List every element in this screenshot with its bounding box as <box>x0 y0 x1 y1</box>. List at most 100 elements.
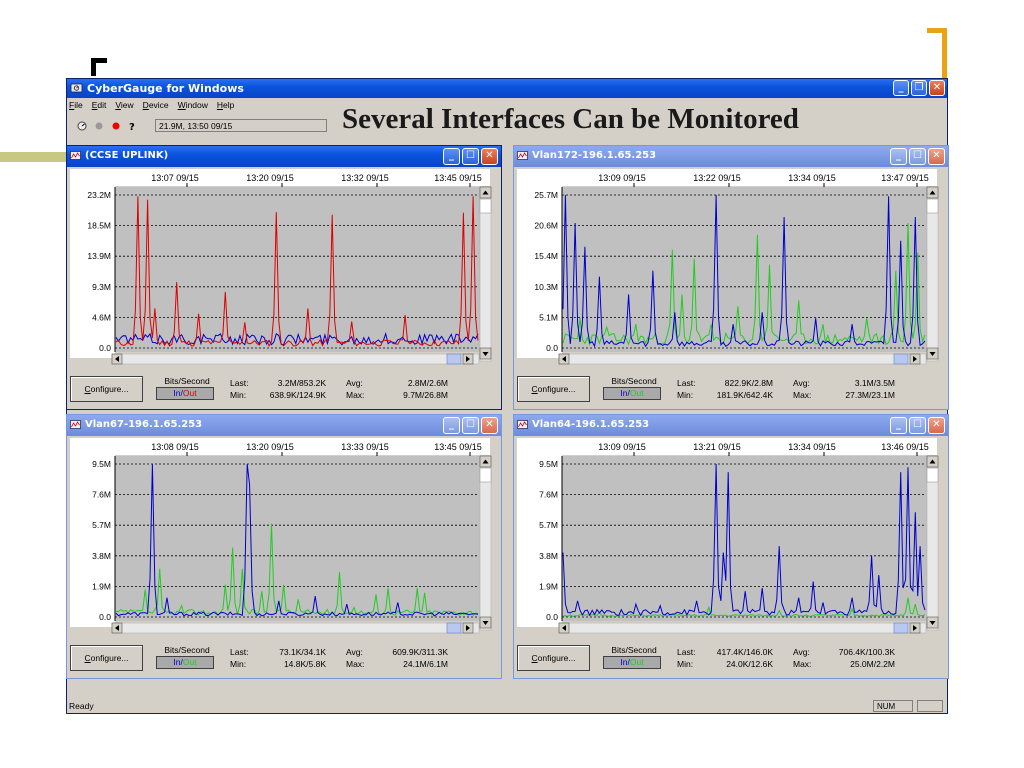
time-label: 13:45 09/15 <box>434 442 482 452</box>
out-label: Out <box>629 657 644 667</box>
horizontal-scroll-thumb[interactable] <box>446 353 462 365</box>
max-label: Max: <box>793 390 812 400</box>
cybergauge-app-icon <box>70 83 83 93</box>
graph-window-1[interactable]: (CCSE UPLINK) _ ☐ ✕ 13:07 09/15 13:20 09/… <box>66 145 502 410</box>
graph-window-title: Vlan64-196.1.65.253 <box>532 419 650 430</box>
last-value: 417.4K/146.0K <box>716 647 773 657</box>
y-tick-label: 0.0 <box>546 612 558 622</box>
horizontal-scrollbar[interactable] <box>111 353 480 365</box>
menu-device[interactable]: Device <box>142 100 169 110</box>
close-graph-button[interactable]: ✕ <box>928 417 945 434</box>
close-app-button[interactable]: ✕ <box>929 80 945 96</box>
horizontal-scrollbar[interactable] <box>558 353 927 365</box>
traffic-graph: 13:07 09/15 13:20 09/15 13:32 09/15 13:45 0… <box>70 169 492 365</box>
graph-stats-panel: Configure... Bits/Second In/Out Last: 3.… <box>70 374 498 406</box>
last-value: 3.2M/853.2K <box>277 378 326 388</box>
graph-window-4[interactable]: Vlan64-196.1.65.253 _ ☐ ✕ 13:09 09/15 13:… <box>513 414 949 679</box>
out-traffic-series <box>562 597 926 617</box>
last-label: Last: <box>230 647 249 657</box>
close-graph-button[interactable]: ✕ <box>481 417 498 434</box>
slide-corner-mark-top-right-stem <box>942 28 947 78</box>
maximize-graph-button[interactable]: ☐ <box>909 417 926 434</box>
minimize-graph-button[interactable]: _ <box>890 148 907 165</box>
record-tool-icon[interactable] <box>111 121 121 131</box>
arrow-down-icon <box>482 621 489 625</box>
horizontal-scrollbar[interactable] <box>558 622 927 634</box>
minimize-graph-button[interactable]: _ <box>443 148 460 165</box>
y-tick-label: 0.0 <box>546 343 558 353</box>
scroll-thumb[interactable] <box>926 198 939 214</box>
avg-label: Avg: <box>346 647 363 657</box>
in-out-toggle-button[interactable]: In/Out <box>156 387 214 400</box>
maximize-graph-button[interactable]: ☐ <box>909 148 926 165</box>
y-tick-label: 5.1M <box>539 312 558 322</box>
bits-per-second-label: Bits/Second <box>611 645 657 655</box>
scroll-thumb[interactable] <box>479 198 492 214</box>
maximize-graph-button[interactable]: ☐ <box>462 148 479 165</box>
time-label: 13:21 09/15 <box>693 442 741 452</box>
graph-window-2[interactable]: Vlan172-196.1.65.253 _ ☐ ✕ 13:09 09/15 13… <box>513 145 949 410</box>
minimize-graph-button[interactable]: _ <box>890 417 907 434</box>
configure-button[interactable]: Configure... <box>70 376 143 402</box>
traffic-graph: 13:09 09/15 13:22 09/15 13:34 09/15 13:47 0… <box>517 169 939 365</box>
configure-button[interactable]: Configure... <box>517 376 590 402</box>
y-tick-label: 0.0 <box>99 343 111 353</box>
time-label: 13:20 09/15 <box>246 173 294 183</box>
y-tick-label: 10.3M <box>534 282 558 292</box>
graph-stats-panel: Configure... Bits/Second In/Out Last: 41… <box>517 643 945 675</box>
time-label: 13:07 09/15 <box>151 173 199 183</box>
horizontal-scroll-thumb[interactable] <box>893 353 909 365</box>
min-label: Min: <box>230 390 247 400</box>
close-graph-button[interactable]: ✕ <box>481 148 498 165</box>
in-out-toggle-button[interactable]: In/Out <box>603 656 661 669</box>
avg-label: Avg: <box>793 647 810 657</box>
in-out-toggle-button[interactable]: In/Out <box>603 387 661 400</box>
graph-window-titlebar[interactable]: Vlan67-196.1.65.253 _ ☐ ✕ <box>67 415 501 436</box>
y-tick-label: 5.7M <box>539 520 558 530</box>
configure-button[interactable]: Configure... <box>517 645 590 671</box>
arrow-up-icon <box>482 459 489 464</box>
arrow-right-icon <box>466 625 470 631</box>
slide-headline: Several Interfaces Can be Monitored <box>342 103 799 135</box>
status-bar: Ready NUM <box>67 699 947 714</box>
y-tick-label: 13.9M <box>87 251 111 261</box>
graph-window-titlebar[interactable]: Vlan64-196.1.65.253 _ ☐ ✕ <box>514 415 948 436</box>
menu-help[interactable]: Help <box>216 100 235 110</box>
graph-window-3[interactable]: Vlan67-196.1.65.253 _ ☐ ✕ 13:08 09/15 13:… <box>66 414 502 679</box>
out-label: Out <box>182 657 197 667</box>
in-traffic-series <box>115 463 479 617</box>
plot-background <box>115 187 481 352</box>
gauge-tool-icon[interactable] <box>77 121 87 131</box>
last-label: Last: <box>677 647 696 657</box>
menu-view[interactable]: View <box>115 100 134 110</box>
app-titlebar[interactable]: CyberGauge for Windows _ ❐ ✕ <box>67 79 947 98</box>
graph-window-titlebar[interactable]: (CCSE UPLINK) _ ☐ ✕ <box>67 146 501 167</box>
max-value: 27.3M/23.1M <box>845 390 895 400</box>
stop-tool-icon[interactable] <box>94 121 104 131</box>
menu-edit[interactable]: Edit <box>91 100 107 110</box>
graph-window-title: Vlan67-196.1.65.253 <box>85 419 203 430</box>
avg-value: 3.1M/3.5M <box>854 378 895 388</box>
minimize-app-button[interactable]: _ <box>893 80 909 96</box>
close-graph-button[interactable]: ✕ <box>928 148 945 165</box>
scroll-thumb[interactable] <box>479 467 492 483</box>
svg-text:?: ? <box>129 122 135 131</box>
status-cell <box>917 700 943 712</box>
slide-olive-bar <box>0 152 66 162</box>
graph-window-titlebar[interactable]: Vlan172-196.1.65.253 _ ☐ ✕ <box>514 146 948 167</box>
maximize-graph-button[interactable]: ☐ <box>462 417 479 434</box>
help-tool-icon[interactable]: ? <box>127 121 137 131</box>
menu-file[interactable]: File <box>69 100 83 110</box>
configure-button[interactable]: Configure... <box>70 645 143 671</box>
in-out-toggle-button[interactable]: In/Out <box>156 656 214 669</box>
scroll-thumb[interactable] <box>926 467 939 483</box>
minimize-graph-button[interactable]: _ <box>443 417 460 434</box>
graph-window-icon <box>70 420 81 429</box>
menu-window[interactable]: Window <box>177 100 208 110</box>
horizontal-scroll-thumb[interactable] <box>893 622 909 634</box>
horizontal-scroll-thumb[interactable] <box>446 622 462 634</box>
horizontal-scrollbar[interactable] <box>111 622 480 634</box>
arrow-up-icon <box>929 459 936 464</box>
time-label: 13:22 09/15 <box>693 173 741 183</box>
restore-app-button[interactable]: ❐ <box>911 80 927 96</box>
